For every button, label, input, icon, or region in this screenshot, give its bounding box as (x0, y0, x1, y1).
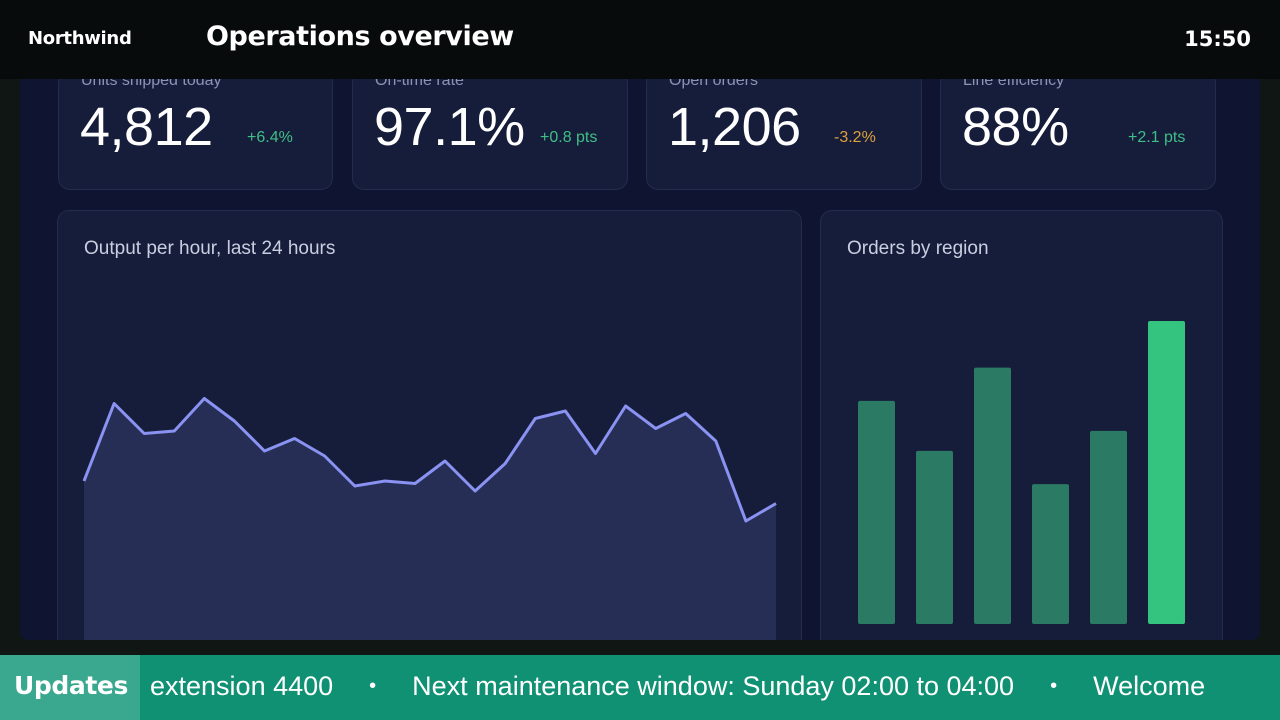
brand-logo: Northwind (28, 28, 132, 49)
kpi-card-line-efficiency: Line efficiency 88% +2.1 pts (940, 79, 1216, 190)
kpi-value: 4,812 (80, 97, 213, 157)
chart-title: Orders by region (847, 238, 989, 259)
orders-by-region-card: Orders by region (820, 210, 1223, 640)
kpi-label: Open orders (669, 79, 758, 89)
ticker-item: Next maintenance window: Sunday 02:00 to… (412, 671, 1015, 701)
updates-ticker: extension 4400 • Next maintenance window: … (0, 655, 1280, 720)
bar (974, 367, 1011, 624)
clock: 15:50 (1184, 27, 1251, 51)
kpi-value: 1,206 (668, 97, 801, 157)
kpi-label: Units shipped today (81, 79, 222, 89)
series-line (82, 397, 777, 523)
output-chart-card: Output per hour, last 24 hours (57, 210, 802, 640)
kpi-card-on-time-rate: On-time rate 97.1% +0.8 pts (352, 79, 628, 190)
bar (1090, 430, 1127, 624)
area-fill (84, 398, 776, 640)
kpi-card-open-orders: Open orders 1,206 -3.2% (646, 79, 922, 190)
bar (1032, 484, 1069, 624)
output-area-chart (82, 397, 777, 640)
kpi-value: 88% (962, 97, 1069, 157)
kpi-delta: +2.1 pts (1128, 129, 1186, 146)
page-title: Operations overview (206, 21, 514, 52)
ticker-separator: • (369, 675, 377, 697)
top-bar: Northwind Operations overview 15:50 (0, 0, 1280, 79)
kpi-value: 97.1% (374, 97, 525, 157)
bar (916, 450, 953, 624)
ticker-track: extension 4400 • Next maintenance window: … (150, 671, 1205, 702)
ticker-item: extension 4400 (150, 671, 334, 701)
kpi-delta: -3.2% (834, 129, 876, 146)
ticker-separator: • (1050, 675, 1058, 697)
ticker-item: Welcome (1093, 671, 1206, 701)
kpi-label: On-time rate (375, 79, 464, 89)
kpi-delta: +0.8 pts (540, 129, 598, 146)
ticker-label: Updates (0, 655, 140, 720)
dashboard-panel: Units shipped today 4,812 +6.4% On-time … (20, 79, 1260, 640)
kpi-delta: +6.4% (247, 129, 293, 146)
kpi-card-units-shipped: Units shipped today 4,812 +6.4% (58, 79, 333, 190)
region-bar-chart (858, 320, 1185, 624)
bar (1148, 320, 1185, 624)
chart-title: Output per hour, last 24 hours (84, 238, 336, 259)
kpi-label: Line efficiency (963, 79, 1065, 89)
bar (858, 400, 895, 624)
